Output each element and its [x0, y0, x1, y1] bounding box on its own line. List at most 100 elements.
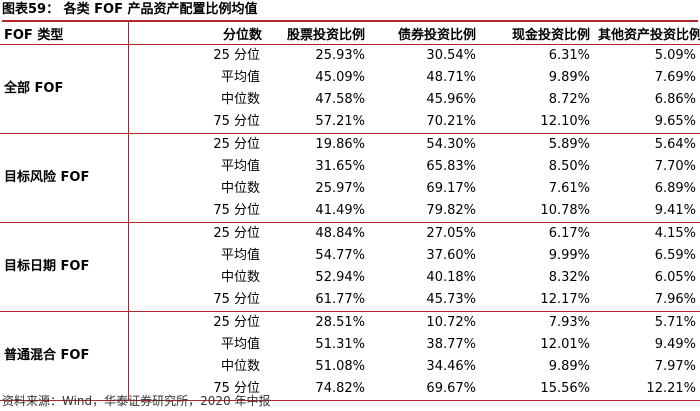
table-row: 目标风险 FOF 25 分位 19.86% 54.30% 5.89% 5.64%	[0, 133, 700, 223]
header-fof-type: FOF 类型	[0, 22, 129, 45]
other-ratio-cell: 7.69%	[654, 70, 696, 85]
quantile-cell: 中位数	[220, 181, 260, 196]
quantile-cell: 平均值	[220, 337, 260, 352]
stock-ratio-cell: 41.49%	[266, 200, 369, 223]
bond-ratio-cell: 37.60%	[426, 248, 476, 263]
quantile-cell: 75 分位	[128, 111, 266, 134]
other-ratio-cell: 5.64%	[654, 137, 696, 152]
quantile-cell: 25 分位	[213, 48, 260, 63]
bond-ratio-cell: 38.77%	[426, 337, 476, 352]
table-row: 中位数 51.08% 34.46% 9.89% 7.97%	[0, 356, 700, 378]
cash-ratio-cell: 9.89%	[548, 70, 590, 85]
header-cash-ratio: 现金投资比例	[480, 22, 594, 45]
table-row: 75 分位 41.49% 79.82% 10.78% 9.41%	[0, 200, 700, 223]
cash-ratio-cell: 6.17%	[548, 226, 590, 241]
cash-ratio-cell: 10.78%	[480, 200, 594, 223]
header-other-ratio: 其他资产投资比例	[594, 22, 700, 45]
table-row: 平均值 31.65% 65.83% 8.50% 7.70%	[0, 156, 700, 178]
bond-ratio-cell: 69.17%	[426, 181, 476, 196]
other-ratio-cell: 9.65%	[594, 111, 700, 134]
cash-ratio-cell: 15.56%	[480, 378, 594, 401]
stock-ratio-cell: 51.31%	[315, 337, 365, 352]
table-body: 全部 FOF 25 分位 25.93% 30.54% 6.31% 5.09% 平均值 45.0…	[0, 44, 700, 401]
cash-ratio-cell: 5.89%	[548, 137, 590, 152]
bond-ratio-cell: 79.82%	[369, 200, 480, 223]
stock-ratio-cell: 74.82%	[266, 378, 369, 401]
cash-ratio-cell: 12.17%	[480, 289, 594, 312]
other-ratio-cell: 5.71%	[654, 315, 696, 330]
bond-ratio-cell: 70.21%	[369, 111, 480, 134]
cash-ratio-cell: 6.31%	[548, 48, 590, 63]
cash-ratio-cell: 9.89%	[548, 359, 590, 374]
other-ratio-cell: 6.89%	[654, 181, 696, 196]
fof-type-cell: 目标日期 FOF	[0, 222, 129, 312]
table-row: 普通混合 FOF 25 分位 28.51% 10.72% 7.93% 5.71%	[0, 311, 700, 401]
bond-ratio-cell: 45.73%	[369, 289, 480, 312]
fof-type-cell: 全部 FOF	[0, 44, 129, 134]
table-row: 平均值 51.31% 38.77% 12.01% 9.49%	[0, 334, 700, 356]
quantile-cell: 25 分位	[213, 315, 260, 330]
other-ratio-cell: 9.41%	[594, 200, 700, 223]
stock-ratio-cell: 19.86%	[315, 137, 365, 152]
table-row: 中位数 25.97% 69.17% 7.61% 6.89%	[0, 178, 700, 200]
table-row: 75 分位 61.77% 45.73% 12.17% 7.96%	[0, 289, 700, 312]
other-ratio-cell: 7.96%	[594, 289, 700, 312]
stock-ratio-cell: 61.77%	[266, 289, 369, 312]
other-ratio-cell: 6.59%	[654, 248, 696, 263]
other-ratio-cell: 7.70%	[654, 159, 696, 174]
other-ratio-cell: 12.21%	[594, 378, 700, 401]
quantile-cell: 75 分位	[128, 378, 266, 401]
bond-ratio-cell: 69.67%	[369, 378, 480, 401]
table-header-row: FOF 类型 分位数 股票投资比例 债券投资比例 现金投资比例 其他资产投资比例	[0, 22, 700, 45]
header-quantile: 分位数	[128, 22, 266, 45]
stock-ratio-cell: 31.65%	[315, 159, 365, 174]
table-row: 平均值 45.09% 48.71% 9.89% 7.69%	[0, 67, 700, 89]
table-row: 中位数 52.94% 40.18% 8.32% 6.05%	[0, 267, 700, 289]
stock-ratio-cell: 48.84%	[315, 226, 365, 241]
other-ratio-cell: 5.09%	[654, 48, 696, 63]
fof-allocation-table: FOF 类型 分位数 股票投资比例 债券投资比例 现金投资比例 其他资产投资比例…	[0, 22, 700, 401]
bond-ratio-cell: 54.30%	[426, 137, 476, 152]
fof-type-cell: 普通混合 FOF	[0, 311, 129, 401]
quantile-cell: 平均值	[220, 70, 260, 85]
other-ratio-cell: 9.49%	[654, 337, 696, 352]
header-bond-ratio: 债券投资比例	[369, 22, 480, 45]
other-ratio-cell: 6.86%	[654, 92, 696, 107]
bond-ratio-cell: 45.96%	[426, 92, 476, 107]
stock-ratio-cell: 54.77%	[315, 248, 365, 263]
source-note: 资料来源：Wind，华泰证券研究所，2020 年中报	[2, 394, 271, 408]
table-row: 全部 FOF 25 分位 25.93% 30.54% 6.31% 5.09%	[0, 44, 700, 134]
bond-ratio-cell: 65.83%	[426, 159, 476, 174]
quantile-cell: 平均值	[220, 248, 260, 263]
stock-ratio-cell: 45.09%	[315, 70, 365, 85]
cash-ratio-cell: 9.99%	[548, 248, 590, 263]
bond-ratio-cell: 40.18%	[426, 270, 476, 285]
bond-ratio-cell: 30.54%	[426, 48, 476, 63]
table-row: 中位数 47.58% 45.96% 8.72% 6.86%	[0, 89, 700, 111]
quantile-cell: 中位数	[220, 270, 260, 285]
stock-ratio-cell: 28.51%	[315, 315, 365, 330]
cash-ratio-cell: 12.01%	[540, 337, 590, 352]
quantile-cell: 平均值	[220, 159, 260, 174]
header-stock-ratio: 股票投资比例	[266, 22, 369, 45]
other-ratio-cell: 7.97%	[654, 359, 696, 374]
other-ratio-cell: 4.15%	[654, 226, 696, 241]
stock-ratio-cell: 52.94%	[315, 270, 365, 285]
quantile-cell: 中位数	[220, 92, 260, 107]
fof-type-cell: 目标风险 FOF	[0, 133, 129, 223]
cash-ratio-cell: 7.61%	[548, 181, 590, 196]
stock-ratio-cell: 57.21%	[266, 111, 369, 134]
quantile-cell: 25 分位	[213, 226, 260, 241]
table-row: 平均值 54.77% 37.60% 9.99% 6.59%	[0, 245, 700, 267]
stock-ratio-cell: 25.97%	[315, 181, 365, 196]
quantile-cell: 75 分位	[128, 200, 266, 223]
quantile-cell: 25 分位	[213, 137, 260, 152]
stock-ratio-cell: 51.08%	[315, 359, 365, 374]
cash-ratio-cell: 8.50%	[548, 159, 590, 174]
stock-ratio-cell: 25.93%	[315, 48, 365, 63]
bond-ratio-cell: 48.71%	[426, 70, 476, 85]
other-ratio-cell: 6.05%	[654, 270, 696, 285]
table-row: 75 分位 74.82% 69.67% 15.56% 12.21%	[0, 378, 700, 401]
cash-ratio-cell: 7.93%	[548, 315, 590, 330]
bond-ratio-cell: 34.46%	[426, 359, 476, 374]
